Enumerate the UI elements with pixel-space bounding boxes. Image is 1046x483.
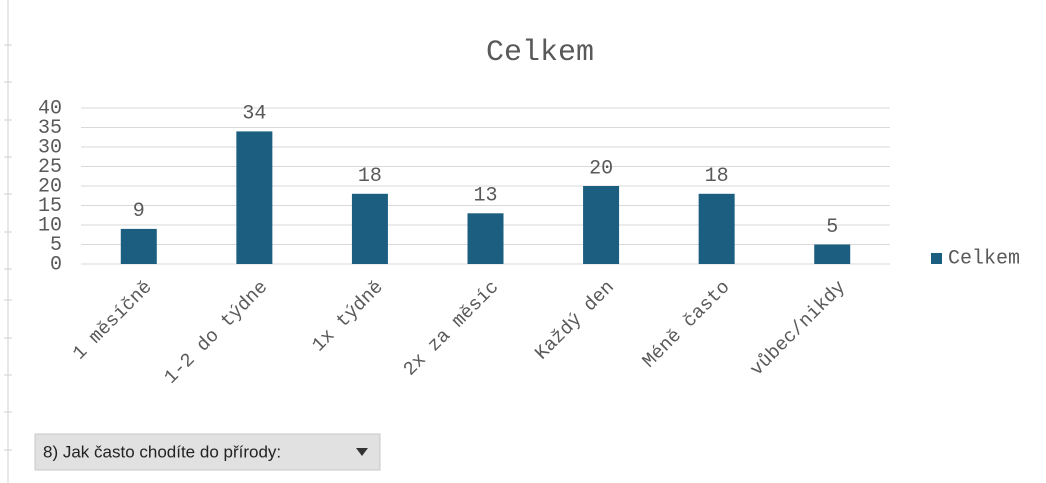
y-tick-label: 20 xyxy=(38,175,62,198)
bar xyxy=(814,244,851,264)
y-tick-label: 25 xyxy=(38,156,62,179)
y-tick-label: 0 xyxy=(50,253,62,276)
y-tick-label: 30 xyxy=(38,136,62,159)
y-tick-label: 10 xyxy=(38,214,62,237)
filter-button-bg[interactable] xyxy=(34,433,381,471)
x-tick-label: 1-2 do týdne xyxy=(160,276,272,388)
bar xyxy=(583,186,620,264)
sheet-edge xyxy=(4,0,12,483)
x-tick-label: 1 měsíčně xyxy=(68,276,156,364)
x-tick-label: 1x týdně xyxy=(308,276,388,356)
filter-label[interactable]: 8) Jak často chodíte do přírody: xyxy=(43,442,281,461)
bar xyxy=(236,131,273,264)
bar xyxy=(351,193,388,264)
dropdown-arrow[interactable] xyxy=(356,448,368,456)
chart-title: Celkem xyxy=(486,36,594,70)
y-tick-label: 5 xyxy=(50,234,62,257)
x-tick-label: Méně často xyxy=(638,276,734,372)
bar xyxy=(120,228,157,264)
value-label: 13 xyxy=(473,185,497,208)
x-tick-label: 2x za měsíc xyxy=(399,276,503,380)
value-label: 9 xyxy=(133,200,145,223)
legend-swatch xyxy=(931,253,942,264)
x-tick-label: Každý den xyxy=(531,276,619,364)
y-tick-label: 35 xyxy=(38,117,62,140)
value-label: 18 xyxy=(705,165,729,188)
legend-label: Celkem xyxy=(948,247,1020,270)
value-label: 20 xyxy=(589,157,613,180)
y-tick-label: 15 xyxy=(38,195,62,218)
y-tick-label: 40 xyxy=(38,97,62,120)
value-label: 18 xyxy=(358,165,382,188)
value-label: 5 xyxy=(826,216,838,239)
bar xyxy=(467,213,504,264)
value-label: 34 xyxy=(242,103,266,126)
x-tick-label: vůbec/nikdy xyxy=(746,276,850,380)
filter-button[interactable]: 8) Jak často chodíte do přírody: xyxy=(34,433,381,471)
bar xyxy=(698,193,735,264)
